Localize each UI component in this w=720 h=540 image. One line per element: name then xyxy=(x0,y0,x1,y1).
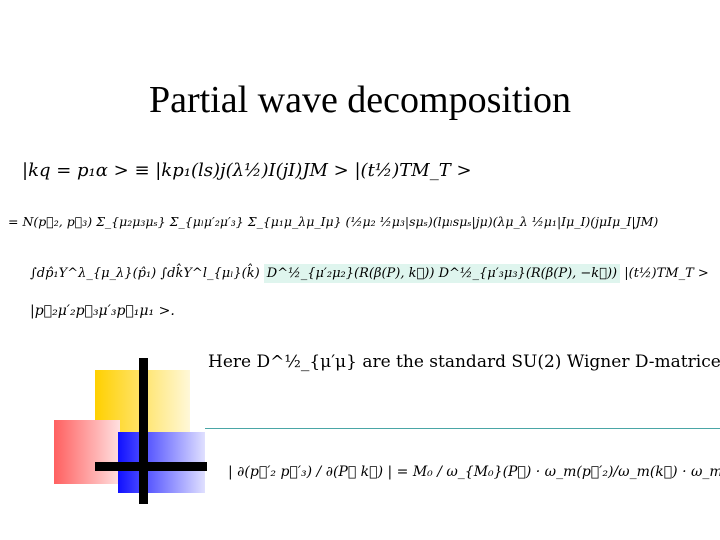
equation-line: ∫dp̂₁Y^λ_{μ_λ}(p̂₁) ∫dk̂Y^l_{μₗ}(k̂) D^½… xyxy=(30,264,709,283)
slide-title: Partial wave decomposition xyxy=(148,79,572,121)
equation-highlight: D^½_{μ′₂μ₂}(R(β(P), k⃗)) D^½_{μ′₃μ₃}(R(β… xyxy=(263,264,621,283)
equation-line: = N(p⃗₂, p⃗₃) Σ_{μ₂μ₃μₛ} Σ_{μₗμ′₂μ′₃} Σ_… xyxy=(8,214,659,229)
jacobian-equation: | ∂(p⃗′₂ p⃗′₃) / ∂(P⃗ k⃗) | = M₀ / ω_{M₀… xyxy=(228,464,720,480)
divider xyxy=(205,428,720,429)
decor-bar xyxy=(95,462,207,471)
decor-bar xyxy=(139,358,148,504)
equation-part: |(t½)TM_T > xyxy=(624,266,709,281)
equation-part: ∫dp̂₁Y^λ_{μ_λ}(p̂₁) ∫dk̂Y^l_{μₗ}(k̂) xyxy=(30,266,260,281)
note: Here D^½_{μ′μ} are the standard SU(2) Wi… xyxy=(208,352,720,372)
decor-square xyxy=(54,420,120,484)
equation-line: |p⃗₂μ′₂p⃗₃μ′₃p⃗₁μ₁ >. xyxy=(30,303,175,319)
equation-line: |kq = p₁α > ≡ |kp₁(ls)j(λ½)I(jI)JM > |(t… xyxy=(22,160,472,181)
